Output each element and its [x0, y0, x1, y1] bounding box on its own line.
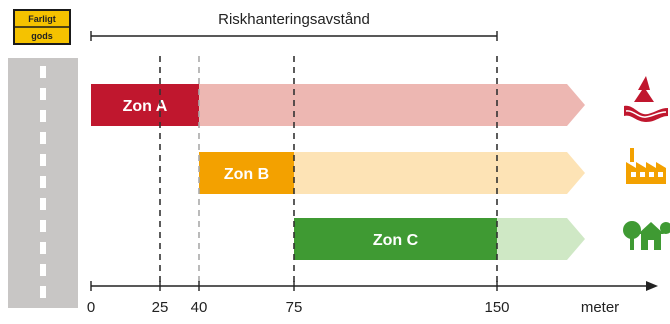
factory-icon — [626, 148, 666, 184]
road — [8, 58, 78, 308]
road-lane-dash — [40, 198, 46, 210]
road-markings — [40, 66, 46, 298]
gridlines — [159, 56, 498, 282]
road-lane-dash — [40, 264, 46, 276]
zone-label: Zon C — [373, 232, 419, 249]
road-lane-dash — [40, 132, 46, 144]
road-lane-dash — [40, 220, 46, 232]
road-lane-dash — [40, 242, 46, 254]
road-lane-dash — [40, 88, 46, 100]
road-lane-dash — [40, 154, 46, 166]
hazard-sign-line2: gods — [31, 31, 53, 41]
axis-tick-label: 75 — [286, 299, 303, 316]
zone-row: Zon B — [199, 152, 585, 194]
axis-arrow — [646, 281, 658, 291]
road-lane-dash — [40, 176, 46, 188]
zones: Zon A Zon B Zon C — [91, 84, 585, 260]
axis-tick-label: 25 — [152, 299, 169, 316]
hazard-sign: Farligt gods — [13, 9, 71, 45]
road-lane-dash — [40, 66, 46, 78]
zone-bar — [199, 152, 294, 194]
header-bracket: Riskhanteringsavstånd — [90, 11, 498, 41]
zone-row: Zon A — [91, 84, 585, 126]
house-trees-icon — [623, 221, 670, 250]
axis-tick-label: 150 — [484, 299, 509, 316]
zone-bar — [294, 218, 497, 260]
header-label: Riskhanteringsavstånd — [218, 11, 370, 28]
road-lane-dash — [40, 286, 46, 298]
road-curve-icon — [624, 76, 668, 122]
zone-icons — [623, 76, 670, 250]
zone-bar — [91, 84, 199, 126]
road-lane-dash — [40, 110, 46, 122]
zone-row: Zon C — [294, 218, 585, 260]
distance-axis: meter 0 25 40 75 150 — [87, 281, 658, 316]
axis-unit-label: meter — [581, 299, 619, 316]
zone-label: Zon A — [123, 98, 168, 115]
hazard-sign-line1: Farligt — [28, 14, 56, 24]
axis-tick-label: 0 — [87, 299, 95, 316]
zone-fade-arrow — [199, 152, 585, 194]
axis-tick-label: 40 — [191, 299, 208, 316]
zone-label: Zon B — [224, 166, 269, 183]
zone-fade-arrow — [91, 84, 585, 126]
